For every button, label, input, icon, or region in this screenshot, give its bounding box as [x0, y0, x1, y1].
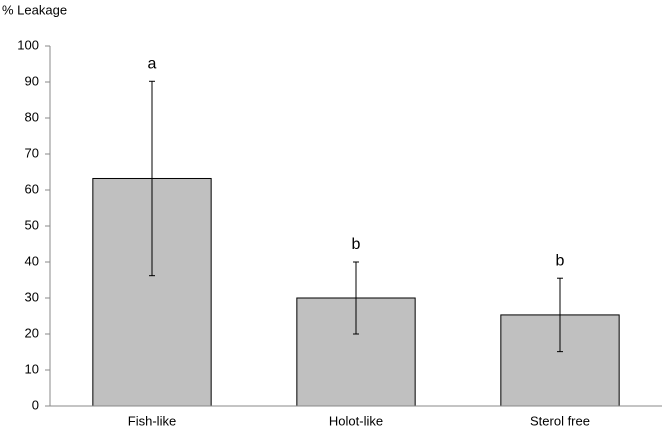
x-tick-label: Fish-like: [128, 413, 176, 428]
y-tick-label: 60: [25, 181, 39, 196]
y-tick-label: 50: [25, 217, 39, 232]
y-tick-label: 70: [25, 145, 39, 160]
significance-letter: b: [556, 252, 565, 269]
y-tick-label: 40: [25, 253, 39, 268]
y-tick-label: 90: [25, 73, 39, 88]
significance-letter: b: [352, 236, 361, 253]
y-tick-label: 100: [17, 37, 39, 52]
y-tick-label: 0: [32, 397, 39, 412]
y-axis-label: % Leakage: [2, 2, 67, 17]
x-tick-label: Sterol free: [530, 413, 590, 428]
y-tick-label: 10: [25, 361, 39, 376]
y-tick-label: 30: [25, 289, 39, 304]
y-tick-label: 80: [25, 109, 39, 124]
x-tick-label: Holot-like: [329, 413, 383, 428]
y-tick-label: 20: [25, 325, 39, 340]
significance-letter: a: [148, 55, 157, 72]
